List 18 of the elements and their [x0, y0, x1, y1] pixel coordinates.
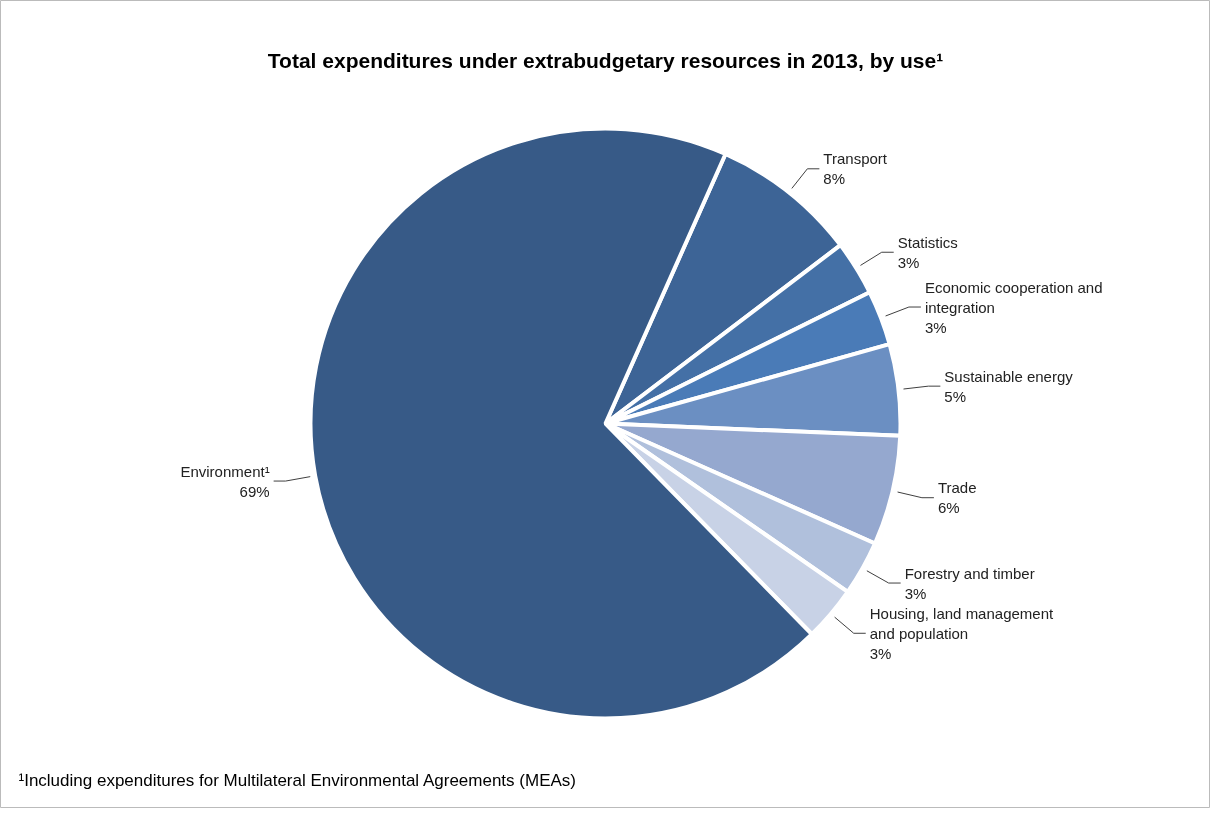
- data-label: 3%: [897, 253, 920, 271]
- data-label: 5%: [944, 387, 967, 405]
- data-label: 6%: [937, 499, 960, 517]
- chart-title: Total expenditures under extrabudgetary resources in 2013, by use¹: [267, 49, 944, 72]
- slice-label: Economic cooperation and integration: [924, 278, 1103, 316]
- text: ¹Including expenditures for Multilateral Environmental Agreements (MEAs): [18, 771, 576, 790]
- data-label: 69%: [239, 482, 270, 500]
- slice-label: Statistics: [897, 233, 958, 251]
- slice-label: Housing, land management and population: [869, 604, 1055, 642]
- data-label: 3%: [869, 644, 892, 662]
- slice-label: Sustainable energy: [944, 367, 1074, 385]
- slice-label: Transport: [823, 150, 888, 168]
- slice-label: Environment¹: [180, 462, 270, 480]
- data-label: 3%: [924, 318, 947, 336]
- slice-label: Forestry and timber: [904, 564, 1035, 582]
- slice-label: Trade: [937, 479, 977, 497]
- data-label: 3%: [904, 584, 927, 602]
- data-label: 8%: [823, 170, 846, 188]
